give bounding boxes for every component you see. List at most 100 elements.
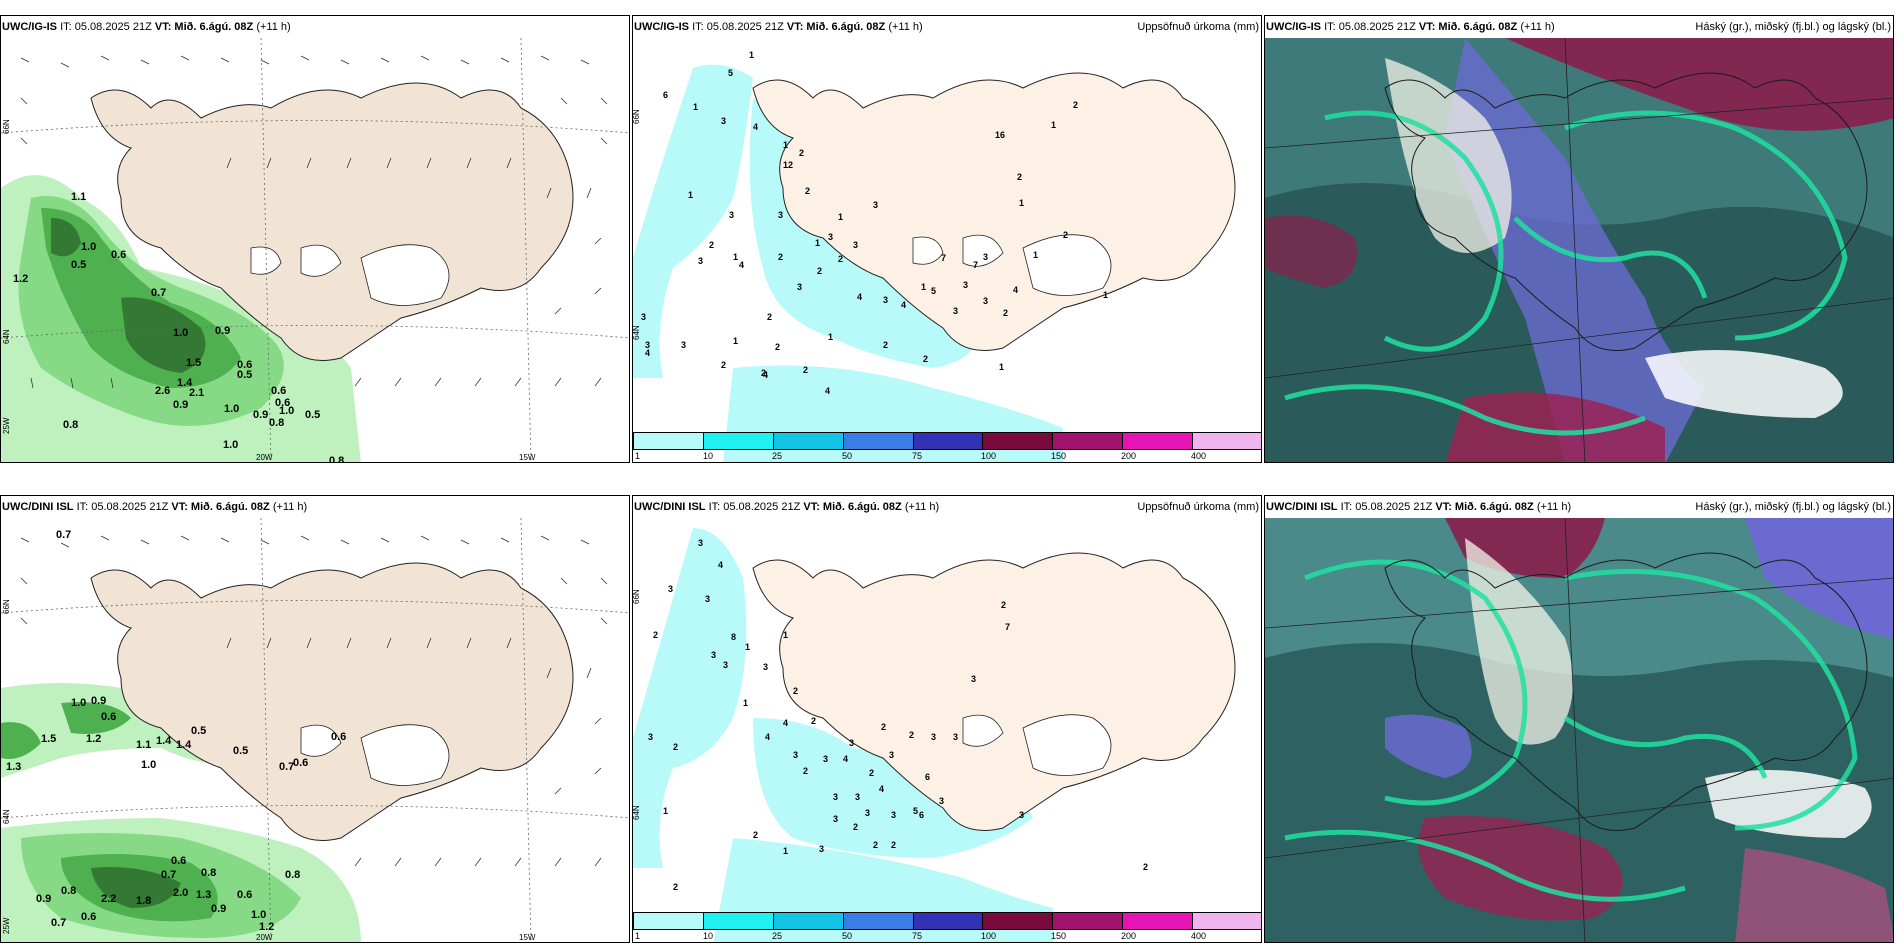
svg-text:1: 1 [828,332,833,342]
svg-text:3: 3 [778,210,783,220]
svg-text:2: 2 [1143,862,1148,872]
svg-text:1: 1 [1051,120,1056,130]
svg-text:3: 3 [648,732,653,742]
colorbar-label: 200 [1121,451,1137,461]
svg-text:3: 3 [705,594,710,604]
svg-text:2: 2 [799,148,804,158]
colorbar-swatch [843,433,914,449]
svg-text:66N: 66N [633,109,641,124]
svg-text:2: 2 [869,768,874,778]
svg-text:16: 16 [995,130,1005,140]
svg-text:1.0: 1.0 [71,697,86,709]
colorbar-label: 400 [1191,451,1207,461]
colorbar-label: 400 [1191,931,1207,941]
svg-text:64N: 64N [633,325,641,340]
svg-text:1.1: 1.1 [136,739,151,751]
svg-text:2: 2 [761,368,766,378]
svg-text:12: 12 [783,160,793,170]
svg-text:0.9: 0.9 [36,893,51,905]
svg-text:7: 7 [973,260,978,270]
colorbar-swatch [1053,433,1124,449]
precip-map-panel-1: UWC/IG-IS IT: 05.08.2025 21Z VT: Mið. 6.… [632,15,1262,463]
svg-text:4: 4 [901,300,906,310]
panel-title: UWC/DINI ISL IT: 05.08.2025 21Z VT: Mið.… [2,501,308,513]
svg-text:3: 3 [819,844,824,854]
svg-text:1: 1 [921,282,926,292]
svg-text:2: 2 [883,340,888,350]
svg-text:2: 2 [909,730,914,740]
panel-subtitle: Uppsöfnuð úrkoma (mm) [1137,501,1259,513]
cloud-map [1265,518,1893,942]
svg-text:3: 3 [883,295,888,305]
svg-text:66N: 66N [2,119,11,134]
svg-text:1.5: 1.5 [41,733,56,745]
svg-text:4: 4 [1013,285,1018,295]
svg-text:0.7: 0.7 [151,287,166,299]
svg-text:0.7: 0.7 [161,869,176,881]
svg-text:3: 3 [645,340,650,350]
colorbar-label: 100 [981,931,997,941]
cloud-map-panel-2: UWC/DINI ISL IT: 05.08.2025 21Z VT: Mið.… [1264,495,1894,943]
svg-text:1: 1 [1019,198,1024,208]
svg-text:2: 2 [753,830,758,840]
svg-text:1.4: 1.4 [156,735,172,747]
svg-text:0.6: 0.6 [237,889,252,901]
svg-text:2: 2 [923,354,928,364]
svg-text:66N: 66N [2,599,11,614]
precip-colorbar: 1 10 25 50 75 100 150 200 400 [633,432,1261,462]
svg-text:3: 3 [797,282,802,292]
colorbar-swatch [1053,913,1124,929]
svg-text:64N: 64N [2,809,11,824]
svg-text:3: 3 [828,232,833,242]
colorbar-label: 150 [1051,931,1067,941]
svg-text:1: 1 [749,50,754,60]
svg-text:1: 1 [733,252,738,262]
colorbar-swatch [634,433,704,449]
svg-text:3: 3 [939,796,944,806]
svg-text:4: 4 [718,560,723,570]
colorbar-swatch [773,433,844,449]
svg-text:4: 4 [763,370,768,380]
colorbar-label: 200 [1121,931,1137,941]
wind-value-labels: 0.7 1.0 0.9 0.6 1.3 1.5 1.2 1.1 1.4 1.4 … [6,529,346,933]
svg-text:1: 1 [999,362,1004,372]
svg-text:3: 3 [823,754,828,764]
colorbar-swatch [1123,913,1194,929]
colorbar-label: 75 [912,931,923,941]
svg-text:1.8: 1.8 [136,895,151,907]
svg-text:2: 2 [778,252,783,262]
svg-text:5: 5 [931,286,936,296]
svg-text:3: 3 [853,240,858,250]
svg-text:3: 3 [931,732,936,742]
svg-text:3: 3 [833,792,838,802]
colorbar-swatch [773,913,844,929]
colorbar-label: 1 [635,451,641,461]
colorbar-swatch [843,913,914,929]
svg-text:2: 2 [803,766,808,776]
wind-map: 66N 64N 25W 20W 15W 0.7 1.0 0.9 0.6 1.3 … [1,518,629,942]
colorbar-swatch [913,913,984,929]
svg-text:4: 4 [645,348,650,358]
svg-text:2: 2 [793,686,798,696]
svg-text:2.0: 2.0 [173,887,188,899]
svg-text:0.5: 0.5 [305,409,320,421]
svg-text:3: 3 [891,810,896,820]
svg-text:0.5: 0.5 [233,745,248,757]
precip-map: 66N 64N 1 5 6 1 3 4 1 1 12 2 2 3 3 3 2 1… [633,38,1261,462]
svg-text:3: 3 [865,808,870,818]
svg-text:3: 3 [668,584,673,594]
colorbar-label: 50 [842,931,853,941]
svg-text:1: 1 [783,630,788,640]
svg-text:1: 1 [783,140,788,150]
colorbar-swatch [1193,913,1261,929]
wind-map-panel-1: UWC/IG-IS IT: 05.08.2025 21Z VT: Mið. 6.… [0,15,630,463]
colorbar-swatch [983,913,1054,929]
svg-text:3: 3 [793,750,798,760]
svg-text:2: 2 [673,742,678,752]
svg-text:3: 3 [723,660,728,670]
svg-text:3: 3 [873,200,878,210]
svg-text:1.4: 1.4 [177,377,193,389]
svg-text:2: 2 [1063,230,1068,240]
svg-text:0.7: 0.7 [279,761,294,773]
precip-value-labels: 3 4 3 3 2 8 1 3 3 3 2 1 3 2 4 4 2 1 3 2 … [648,538,1148,892]
